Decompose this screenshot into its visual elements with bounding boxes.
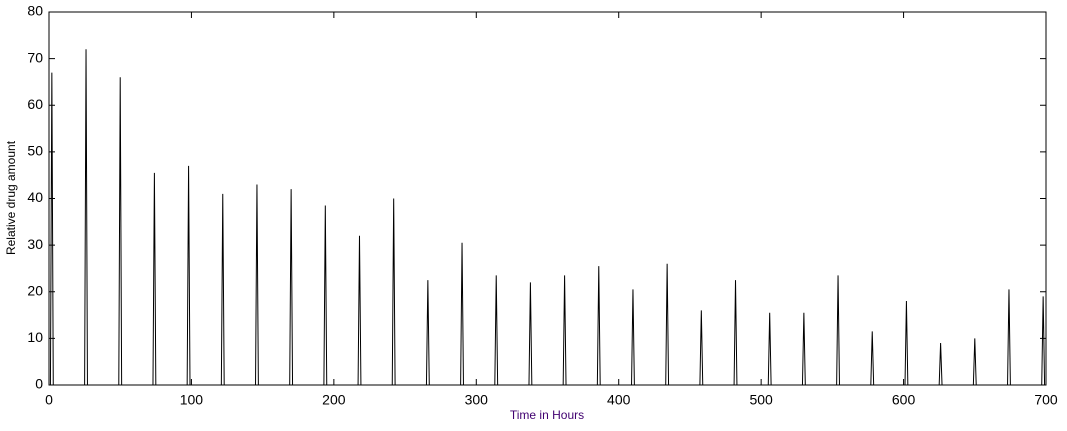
x-tick-label: 0	[45, 392, 53, 408]
x-tick-label: 200	[322, 392, 346, 408]
y-tick-label: 50	[27, 143, 43, 159]
x-tick-label: 600	[892, 392, 916, 408]
y-tick-label: 0	[35, 376, 43, 392]
y-tick-label: 40	[27, 189, 43, 205]
x-tick-label: 500	[749, 392, 773, 408]
x-axis-title: Time in Hours	[510, 408, 584, 422]
x-tick-label: 400	[607, 392, 631, 408]
y-tick-label: 70	[27, 49, 43, 65]
x-tick-label: 700	[1034, 392, 1058, 408]
data-line	[49, 49, 1046, 386]
y-tick-label: 60	[27, 96, 43, 112]
x-tick-label: 300	[465, 392, 489, 408]
y-tick-label: 10	[27, 329, 43, 345]
y-tick-label: 80	[27, 3, 43, 19]
y-axis-title: Relative drug amount	[4, 140, 18, 255]
plot-frame	[48, 11, 1047, 386]
y-tick-label: 20	[27, 282, 43, 298]
y-tick-label: 30	[27, 236, 43, 252]
x-tick-label: 100	[180, 392, 204, 408]
